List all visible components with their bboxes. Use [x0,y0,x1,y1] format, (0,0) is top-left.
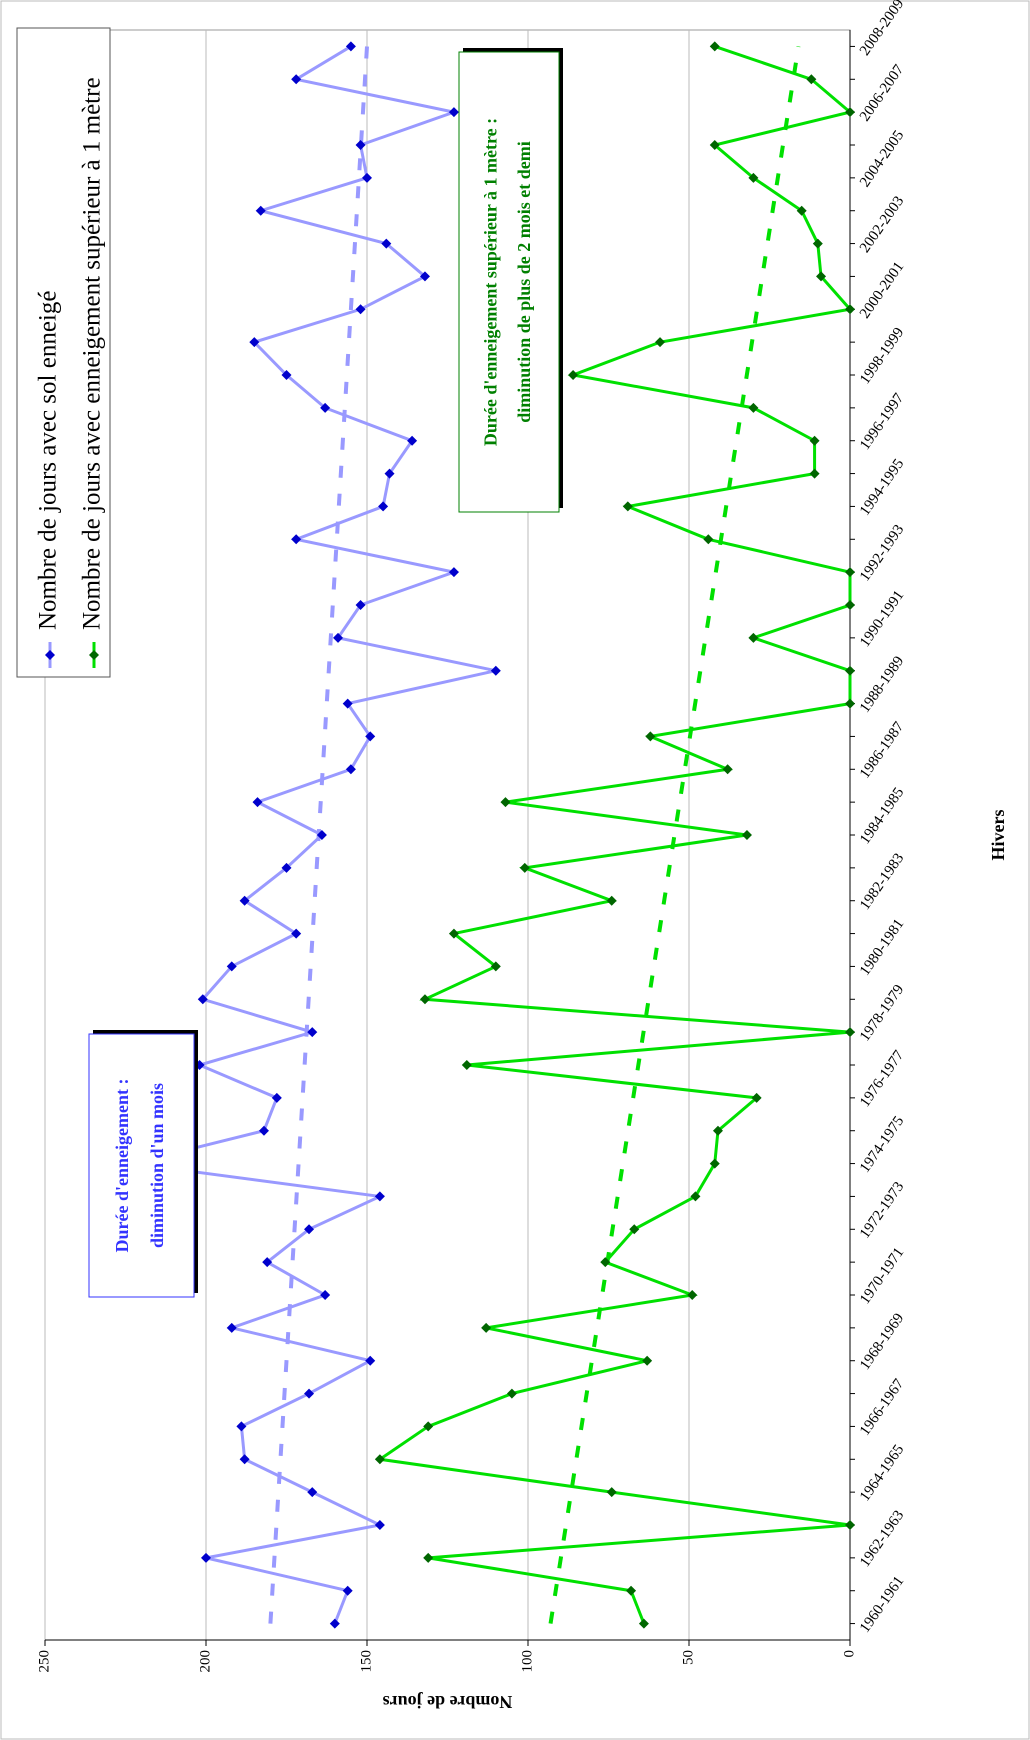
data-point [281,862,292,873]
annotation-text: diminution d'un mois [147,1083,167,1248]
data-point [703,534,714,545]
data-point [407,435,418,446]
data-point [748,632,759,643]
y-tick-label: 100 [519,1650,535,1673]
data-point [374,1520,385,1530]
legend-label: Nombre de jours avec enneigement supérie… [79,77,106,630]
data-point [320,402,331,413]
data-point [519,862,530,873]
data-point [333,632,344,643]
data-point [448,928,459,939]
data-point [568,370,579,380]
data-point [622,501,633,512]
data-point [741,830,752,840]
data-point [748,172,759,183]
data-point [365,731,376,742]
annotation-text: Durée d'enneigement : [112,1079,132,1253]
data-point [809,435,820,446]
data-point [419,994,430,1005]
data-point [362,172,372,183]
data-point [722,764,733,775]
data-point [606,895,617,906]
y-axis-title: Nombre de jours [383,1692,513,1712]
legend-marker [89,650,99,660]
data-point [845,698,855,709]
data-point [490,961,501,972]
legend-marker [45,650,55,660]
data-point [384,468,395,479]
data-point [845,1520,855,1530]
rotated-chart: 0501001502002501960-19611962-19631964-19… [16,0,1008,1712]
data-point [690,1191,701,1202]
y-tick-label: 200 [197,1650,213,1673]
y-tick-label: 0 [841,1650,857,1658]
data-point [806,74,817,85]
data-point [355,140,366,150]
data-point [709,41,720,52]
data-point [845,567,855,578]
data-point [796,205,807,216]
legend-label: Nombre de jours avec sol enneigé [35,291,62,630]
data-point [500,797,511,808]
data-point [461,1060,472,1070]
data-point [419,271,430,282]
data-point [490,665,501,676]
data-point [316,830,327,840]
data-point [845,107,855,118]
data-point [291,74,302,85]
x-axis-title: Hivers [988,810,1008,861]
data-point [709,1158,720,1169]
data-point [197,994,208,1005]
data-point [252,797,263,808]
legend-box [16,27,111,678]
data-point [748,402,759,413]
data-point [226,961,237,972]
data-point [291,534,302,545]
data-point [249,337,260,348]
annotation-text: Durée d'enneigement supérieur à 1 mètre … [480,118,500,446]
data-point [378,501,389,512]
data-point [281,370,292,380]
data-point [655,337,666,348]
data-point [812,238,823,249]
data-point [381,238,392,249]
annotation-text: diminution de plus de 2 mois et demi [514,141,534,423]
data-point [355,600,366,610]
data-point [845,304,855,315]
data-point [345,41,356,52]
data-point [239,895,250,906]
data-point [320,1290,331,1300]
data-point [845,600,855,610]
annotation-box [458,51,560,513]
data-point [816,271,827,282]
data-point [355,304,366,315]
data-point [291,928,302,939]
annotation-box [88,1033,195,1298]
y-tick-label: 50 [680,1650,696,1665]
y-tick-label: 150 [358,1650,374,1673]
data-point [345,764,356,775]
data-point [448,107,459,118]
data-point [809,468,820,479]
data-point [374,1191,385,1202]
data-point [709,140,720,150]
data-point [342,698,353,709]
y-tick-label: 250 [36,1650,52,1673]
data-point [255,205,266,216]
data-point [645,731,656,742]
data-point [448,567,459,578]
data-point [845,665,855,676]
data-point [687,1290,698,1300]
